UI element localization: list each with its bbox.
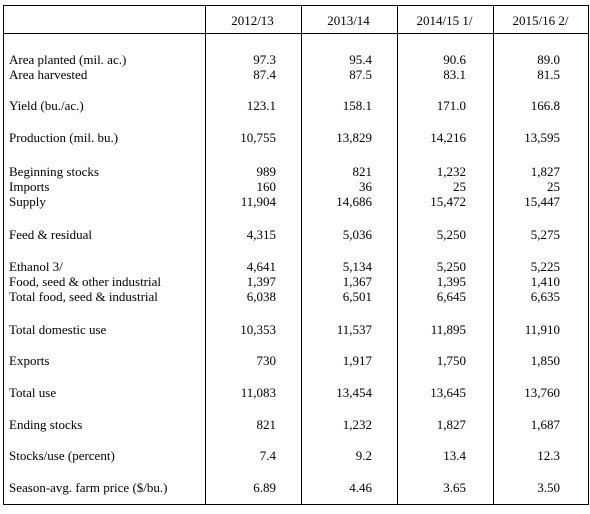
table-cell: 11,904 <box>240 194 276 209</box>
table-cell: 83.1 <box>443 67 466 82</box>
table-cell: 1,367 <box>342 274 372 289</box>
row-label: Ethanol 3/ <box>9 259 63 274</box>
table-cell: 821 <box>352 164 373 179</box>
row-label: Stocks/use (percent) <box>9 448 115 463</box>
table-cell: 12.3 <box>537 448 560 463</box>
column-divider <box>493 6 494 504</box>
table-cell: 5,134 <box>342 259 372 274</box>
column-header: 2012/13 <box>231 13 274 28</box>
table-cell: 171.0 <box>436 98 466 113</box>
column-divider <box>301 6 302 504</box>
table-cell: 87.4 <box>253 67 276 82</box>
table-cell: 15,472 <box>430 194 466 209</box>
row-label: Exports <box>9 353 50 368</box>
table-cell: 1,827 <box>530 164 560 179</box>
row-label: Food, seed & other industrial <box>9 274 162 289</box>
table-cell: 11,895 <box>430 322 466 337</box>
table-cell: 10,755 <box>240 130 276 145</box>
table-cell: 10,353 <box>240 322 276 337</box>
table-cell: 11,083 <box>240 385 276 400</box>
row-label: Supply <box>9 194 46 209</box>
table-cell: 90.6 <box>443 52 466 67</box>
table-cell: 4,641 <box>246 259 276 274</box>
table-cell: 6,635 <box>530 289 560 304</box>
table-cell: 13,645 <box>430 385 466 400</box>
table-cell: 6.89 <box>253 480 276 495</box>
row-label: Area planted (mil. ac.) <box>9 52 127 67</box>
table-cell: 1,750 <box>436 353 466 368</box>
row-label: Yield (bu./ac.) <box>9 98 84 113</box>
table-cell: 97.3 <box>253 52 276 67</box>
table-cell: 4.46 <box>349 480 372 495</box>
table-header-row: 2012/13 2013/14 2014/15 1/2015/16 2/ <box>4 6 588 34</box>
table-cell: 13,829 <box>336 130 372 145</box>
table-cell: 95.4 <box>349 52 372 67</box>
table-cell: 1,850 <box>530 353 560 368</box>
table-cell: 36 <box>359 179 372 194</box>
table-cell: 6,038 <box>246 289 276 304</box>
table-cell: 87.5 <box>349 67 372 82</box>
table-cell: 5,275 <box>530 227 560 242</box>
table-cell: 3.50 <box>537 480 560 495</box>
table-cell: 821 <box>256 417 277 432</box>
row-label: Imports <box>9 179 50 194</box>
row-label: Feed & residual <box>9 227 93 242</box>
table-cell: 13.4 <box>443 448 466 463</box>
table-cell: 1,917 <box>342 353 372 368</box>
table-cell: 5,250 <box>436 259 466 274</box>
table-cell: 730 <box>256 353 277 368</box>
table-cell: 13,760 <box>524 385 560 400</box>
table-cell: 4,315 <box>246 227 276 242</box>
table-cell: 5,225 <box>530 259 560 274</box>
table-cell: 989 <box>256 164 277 179</box>
table-cell: 5,036 <box>342 227 372 242</box>
table-cell: 158.1 <box>342 98 372 113</box>
table-cell: 3.65 <box>443 480 466 495</box>
row-label: Ending stocks <box>9 417 83 432</box>
table-cell: 13,595 <box>524 130 560 145</box>
row-label: Total use <box>9 385 57 400</box>
row-label: Total food, seed & industrial <box>9 289 158 304</box>
row-label: Beginning stocks <box>9 164 99 179</box>
corn-supply-use-table: 2012/13 2013/14 2014/15 1/2015/16 2/ Area … <box>3 5 589 505</box>
table-cell: 11,537 <box>336 322 372 337</box>
table-cell: 1,232 <box>342 417 372 432</box>
table-cell: 13,454 <box>336 385 372 400</box>
table-cell: 5,250 <box>436 227 466 242</box>
table-cell: 1,232 <box>436 164 466 179</box>
row-label: Season-avg. farm price ($/bu.) <box>9 480 168 495</box>
row-label: Area harvested <box>9 67 88 82</box>
table-cell: 1,410 <box>530 274 560 289</box>
table-cell: 11,910 <box>524 322 560 337</box>
column-header: 2014/15 1/ <box>416 13 473 28</box>
table-cell: 7.4 <box>259 448 276 463</box>
table-cell: 89.0 <box>537 52 560 67</box>
table-cell: 1,397 <box>246 274 276 289</box>
table-cell: 1,687 <box>530 417 560 432</box>
table-cell: 25 <box>547 179 560 194</box>
table-cell: 6,501 <box>342 289 372 304</box>
table-cell: 14,686 <box>336 194 372 209</box>
column-divider <box>397 6 398 504</box>
table-cell: 160 <box>256 179 277 194</box>
table-cell: 14,216 <box>430 130 466 145</box>
column-header: 2013/14 <box>327 13 370 28</box>
row-label: Production (mil. bu.) <box>9 130 119 145</box>
table-cell: 166.8 <box>530 98 560 113</box>
column-header: 2015/16 2/ <box>512 13 569 28</box>
table-cell: 6,645 <box>436 289 466 304</box>
table-cell: 1,395 <box>436 274 466 289</box>
row-label: Total domestic use <box>9 322 107 337</box>
table-cell: 123.1 <box>246 98 276 113</box>
table-cell: 25 <box>453 179 466 194</box>
table-cell: 15,447 <box>524 194 560 209</box>
column-divider <box>205 6 206 504</box>
table-cell: 9.2 <box>355 448 372 463</box>
table-cell: 1,827 <box>436 417 466 432</box>
table-cell: 81.5 <box>537 67 560 82</box>
